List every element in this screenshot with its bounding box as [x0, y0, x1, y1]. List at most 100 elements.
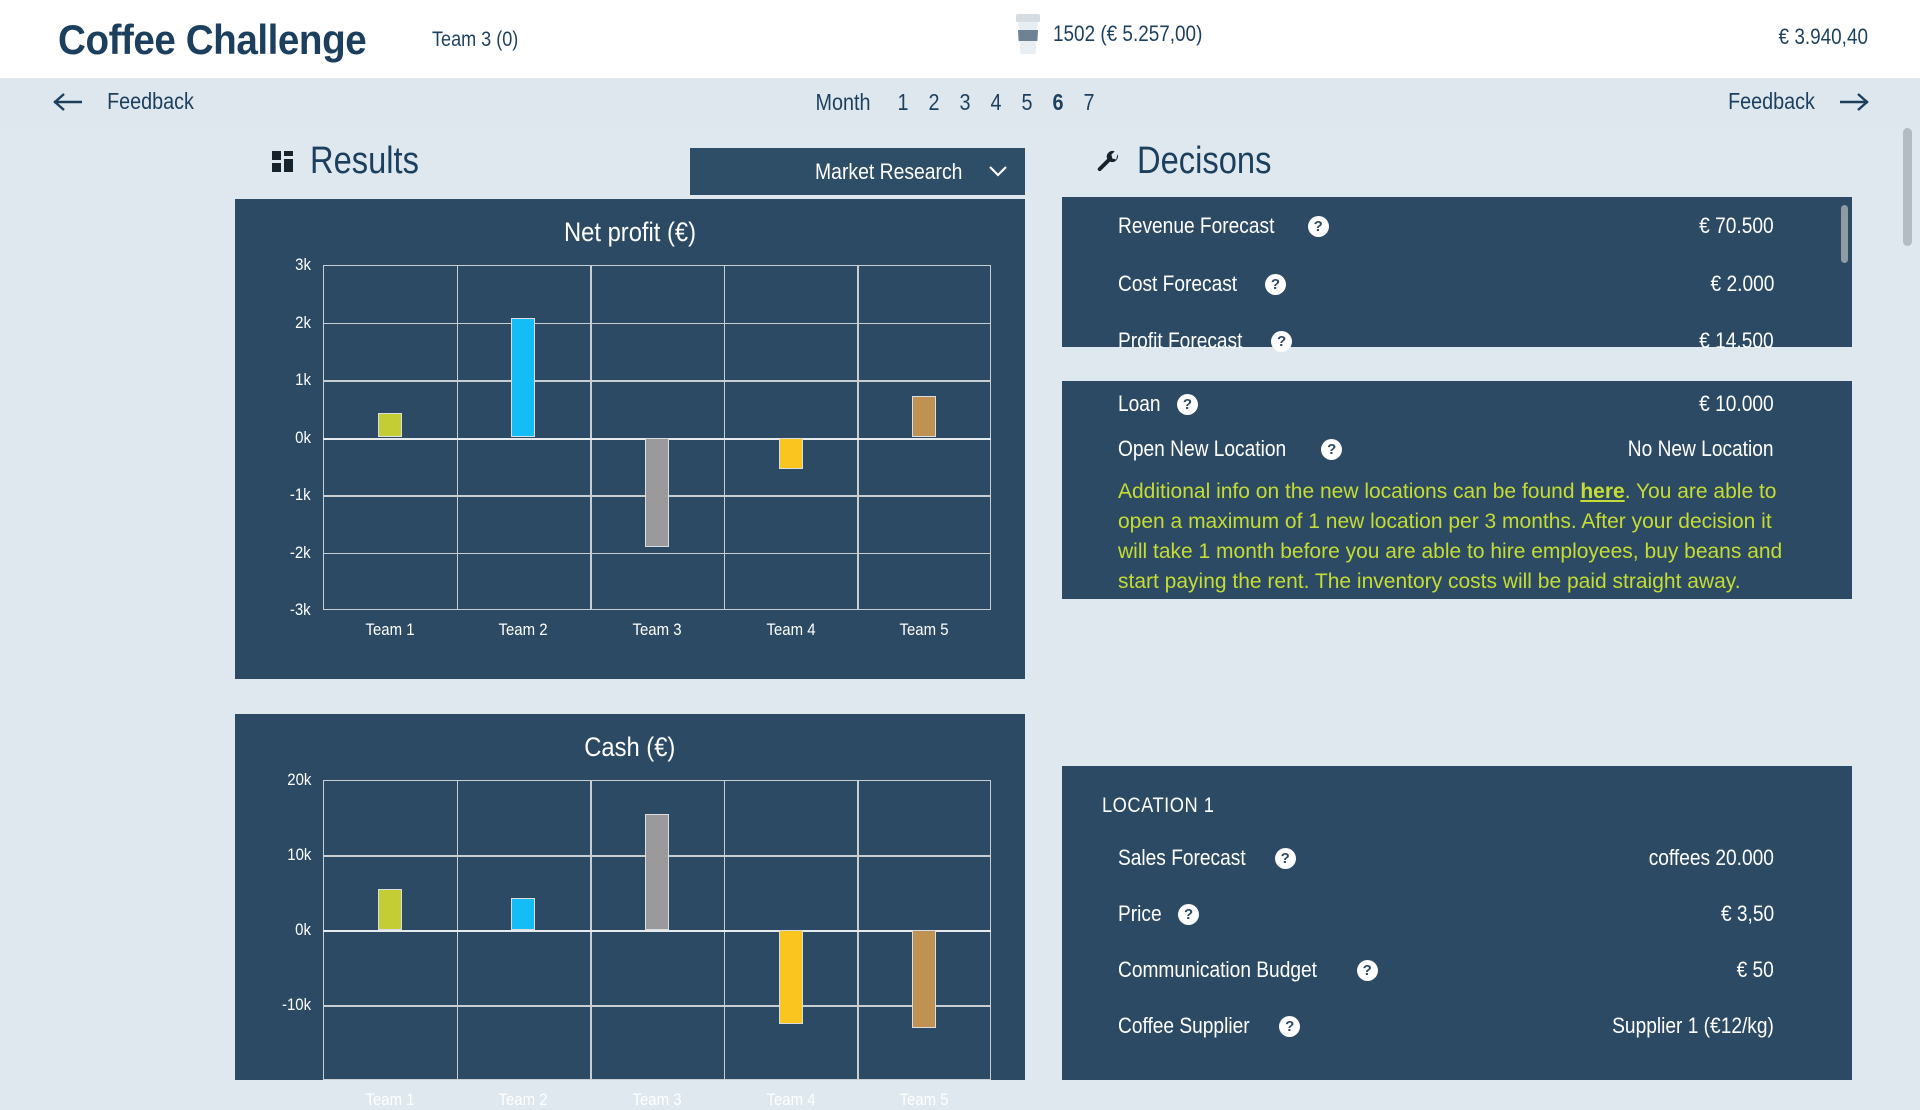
- row-open-new-location[interactable]: Open New Location ? No New Location: [1062, 432, 1852, 466]
- forecast-panel-scrollbar[interactable]: [1841, 205, 1848, 263]
- help-icon-coffee-supplier[interactable]: ?: [1279, 1015, 1301, 1037]
- month-tab-7[interactable]: 7: [1083, 89, 1095, 115]
- chart-bar[interactable]: [377, 413, 402, 438]
- help-icon-revenue-forecast[interactable]: ?: [1307, 215, 1329, 237]
- info-text-after: . You are able to open a maximum of 1 ne…: [1118, 480, 1783, 593]
- month-tab-3[interactable]: 3: [959, 89, 971, 115]
- page-scrollbar-thumb[interactable]: [1903, 128, 1912, 246]
- help-icon-loan[interactable]: ?: [1176, 393, 1198, 415]
- chart-bar[interactable]: [912, 396, 937, 438]
- help-icon-sales-forecast[interactable]: ?: [1274, 847, 1296, 869]
- chart-bar[interactable]: [778, 930, 803, 1024]
- y-axis-tick-label: 2k: [295, 312, 311, 332]
- cash-chart-card: Cash (€) 20k 10k 0k -10k Team 1 Team 2 Team 3 T…: [235, 714, 1025, 1109]
- y-axis-tick-label: 3k: [295, 255, 311, 274]
- row-price-value: € 3,50: [1720, 901, 1774, 926]
- row-open-new-location-label: Open New Location ?: [1118, 436, 1343, 462]
- info-text-before: Additional info on the new locations can…: [1118, 480, 1581, 503]
- nav-bar: Feedback Month 1 2 3 4 5 6 7 Feedback: [0, 78, 1920, 128]
- decisions-title: Decisons: [1137, 140, 1272, 182]
- row-coffee-supplier-label: Coffee Supplier ?: [1118, 1013, 1301, 1039]
- info-text-link[interactable]: here: [1580, 480, 1625, 503]
- gridline-horizontal: [323, 380, 991, 382]
- chart-bar[interactable]: [511, 897, 536, 930]
- row-cost-forecast[interactable]: Cost Forecast ? € 2.000: [1062, 267, 1852, 301]
- row-loan-value: € 10.000: [1699, 391, 1774, 416]
- y-axis-tick-label: 20k: [286, 770, 311, 789]
- y-axis-tick-label: -10k: [281, 995, 311, 1014]
- coffee-cup-icon: [1015, 14, 1041, 54]
- row-sales-forecast-value: coffees 20.000: [1648, 845, 1774, 870]
- feedback-forward-label: Feedback: [1728, 88, 1815, 114]
- x-axis-tick-label: Team 3: [632, 620, 682, 639]
- grid-icon: [272, 150, 294, 173]
- row-coffee-supplier[interactable]: Coffee Supplier ? Supplier 1 (€12/kg): [1062, 1009, 1852, 1043]
- row-open-new-location-value: No New Location: [1628, 436, 1774, 461]
- month-tab-2[interactable]: 2: [928, 89, 940, 115]
- chart-bar[interactable]: [912, 930, 937, 1028]
- month-tab-1[interactable]: 1: [897, 89, 909, 115]
- row-coffee-supplier-value: Supplier 1 (€12/kg): [1612, 1013, 1774, 1038]
- chart-bar[interactable]: [377, 888, 402, 930]
- net-profit-plot: 3k 2k 1k 0k -1k -2k -3k Team 1 Team 2 Team 3 Team …: [290, 255, 991, 639]
- row-revenue-forecast[interactable]: Revenue Forecast ? € 70.500: [1062, 209, 1852, 243]
- month-tab-5[interactable]: 5: [1021, 89, 1033, 115]
- help-icon-profit-forecast[interactable]: ?: [1271, 330, 1293, 352]
- feedback-forward-button[interactable]: Feedback: [1721, 88, 1870, 115]
- y-axis-tick-label: 0k: [295, 427, 311, 447]
- row-sales-forecast[interactable]: Sales Forecast ? coffees 20.000: [1062, 841, 1852, 875]
- gridline-horizontal: [323, 1005, 991, 1007]
- gridline-horizontal: [323, 552, 991, 554]
- feedback-back-button[interactable]: Feedback: [52, 88, 201, 115]
- row-loan[interactable]: Loan ? € 10.000: [1062, 387, 1852, 421]
- x-axis-tick-label: Team 5: [899, 1090, 949, 1109]
- location-1-title: LOCATION 1: [1102, 794, 1215, 817]
- x-axis-tick-label: Team 1: [365, 1090, 415, 1109]
- arrow-right-icon: [1840, 92, 1869, 111]
- x-axis-tick-label: Team 2: [498, 1090, 548, 1109]
- row-cost-forecast-value: € 2.000: [1710, 271, 1774, 296]
- help-icon-open-new-location[interactable]: ?: [1321, 438, 1343, 460]
- row-profit-forecast-label: Profit Forecast ?: [1118, 328, 1293, 354]
- row-profit-forecast[interactable]: Profit Forecast ? € 14.500: [1062, 324, 1852, 358]
- gridline-horizontal: [323, 322, 991, 324]
- month-selector: Month 1 2 3 4 5 6 7: [816, 89, 1105, 116]
- loan-location-panel: Loan ? € 10.000 Open New Location ? No N…: [1062, 381, 1852, 599]
- row-revenue-forecast-value: € 70.500: [1699, 213, 1774, 238]
- new-location-info-text: Additional info on the new locations can…: [1118, 477, 1796, 597]
- help-icon-communication-budget[interactable]: ?: [1356, 959, 1378, 981]
- results-title: Results: [310, 140, 419, 182]
- market-research-dropdown[interactable]: Market Research: [690, 148, 1025, 195]
- month-tab-4[interactable]: 4: [990, 89, 1002, 115]
- team-label: Team 3 (0): [432, 28, 519, 51]
- forecast-panel: Revenue Forecast ? € 70.500 Cost Forecas…: [1062, 197, 1852, 410]
- help-icon-price[interactable]: ?: [1178, 903, 1200, 925]
- row-price-label: Price ?: [1118, 901, 1200, 927]
- results-header: Results: [272, 140, 437, 183]
- market-research-dropdown-value: Market Research: [815, 158, 963, 184]
- wallet-balance: € 3.940,40: [1778, 24, 1868, 49]
- row-cost-forecast-label: Cost Forecast ?: [1118, 271, 1286, 297]
- month-tab-6[interactable]: 6: [1052, 89, 1064, 115]
- chart-bar[interactable]: [511, 317, 536, 438]
- coffee-count-display: 1502 (€ 5.257,00): [1015, 14, 1227, 54]
- chevron-down-icon: [989, 166, 1007, 177]
- row-price[interactable]: Price ? € 3,50: [1062, 897, 1852, 931]
- chart-bar[interactable]: [645, 813, 669, 930]
- y-axis-tick-label: 1k: [295, 370, 311, 389]
- cash-chart-title: Cash (€): [584, 732, 676, 762]
- x-axis-tick-label: Team 2: [498, 620, 548, 639]
- chart-bar[interactable]: [645, 437, 669, 547]
- page-scrollbar-track[interactable]: [1902, 128, 1912, 1080]
- net-profit-chart-card: Net profit (€) 3k 2k 1k 0k -1k -2k -3k Team 1 Te…: [235, 199, 1025, 679]
- chart-bar[interactable]: [778, 437, 803, 470]
- help-icon-cost-forecast[interactable]: ?: [1264, 273, 1286, 295]
- row-profit-forecast-value: € 14.500: [1699, 328, 1774, 353]
- y-axis-tick-label: 10k: [286, 845, 311, 864]
- y-axis-tick-label: -3k: [290, 600, 311, 619]
- row-loan-label: Loan ?: [1118, 391, 1198, 417]
- decisions-header: Decisons: [1095, 140, 1293, 183]
- y-axis-tick-label: -2k: [290, 542, 311, 562]
- feedback-back-label: Feedback: [107, 88, 194, 114]
- row-communication-budget[interactable]: Communication Budget ? € 50: [1062, 953, 1852, 987]
